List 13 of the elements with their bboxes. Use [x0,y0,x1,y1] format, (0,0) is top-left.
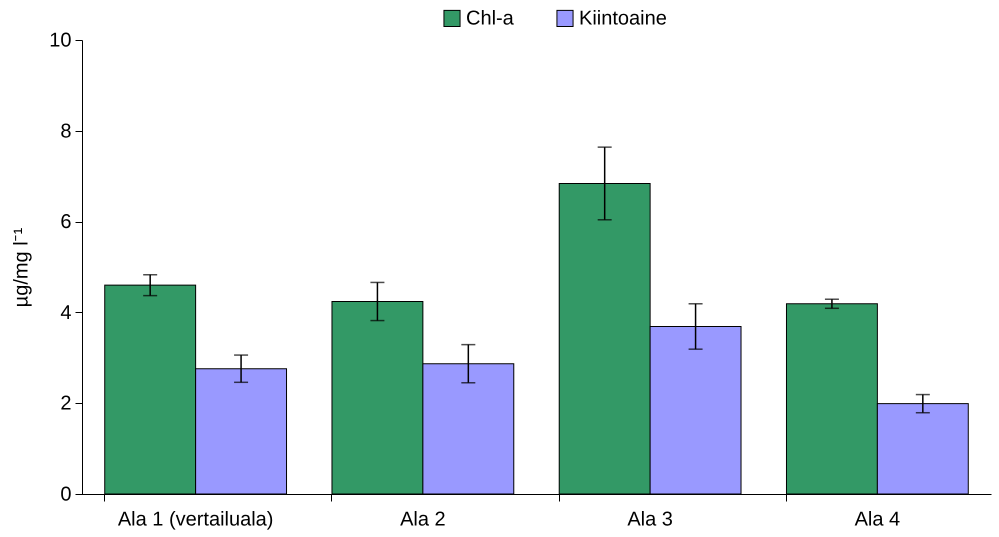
x-tick-label: Ala 2 [400,508,446,530]
y-tick-label: 6 [60,211,72,234]
y-axis-title: µg/mg l⁻¹ [10,227,32,308]
y-tick-label: 8 [60,120,72,142]
legend-label: Kiintoaine [579,7,667,30]
y-tick-label: 4 [60,302,72,324]
x-tick-label: Ala 3 [627,508,673,530]
x-tick-label: Ala 4 [854,508,900,530]
y-tick-label: 10 [49,30,72,52]
y-tick-label: 0 [60,484,72,506]
legend-label: Chl-a [466,7,515,30]
x-tick-label: Ala 1 (vertailuala) [118,508,274,530]
y-tick-label: 2 [60,392,72,415]
